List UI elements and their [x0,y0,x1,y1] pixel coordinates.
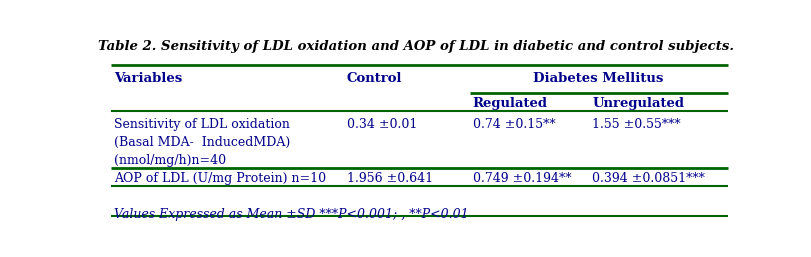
Text: Regulated: Regulated [472,97,547,109]
Text: 0.74 ±0.15**: 0.74 ±0.15** [472,118,555,131]
Text: Control: Control [346,72,402,85]
Text: 0.749 ±0.194**: 0.749 ±0.194** [472,172,571,185]
Text: Values Expressed as Mean ±SD ***P<0.001; , **P<0.01: Values Expressed as Mean ±SD ***P<0.001;… [114,208,468,221]
Text: 0.394 ±0.0851***: 0.394 ±0.0851*** [592,172,705,185]
Text: Unregulated: Unregulated [592,97,684,109]
Text: 1.956 ±0.641: 1.956 ±0.641 [346,172,432,185]
Text: 1.55 ±0.55***: 1.55 ±0.55*** [592,118,680,131]
Text: Table 2. Sensitivity of LDL oxidation and AOP of LDL in diabetic and control sub: Table 2. Sensitivity of LDL oxidation an… [98,40,733,53]
Text: Variables: Variables [114,72,182,85]
Text: AOP of LDL (U/mg Protein) n=10: AOP of LDL (U/mg Protein) n=10 [114,172,326,185]
Text: Diabetes Mellitus: Diabetes Mellitus [533,72,663,85]
Text: 0.34 ±0.01: 0.34 ±0.01 [346,118,417,131]
Text: Sensitivity of LDL oxidation
(Basal MDA-  InducedMDA)
(nmol/mg/h)n=40: Sensitivity of LDL oxidation (Basal MDA-… [114,118,290,167]
